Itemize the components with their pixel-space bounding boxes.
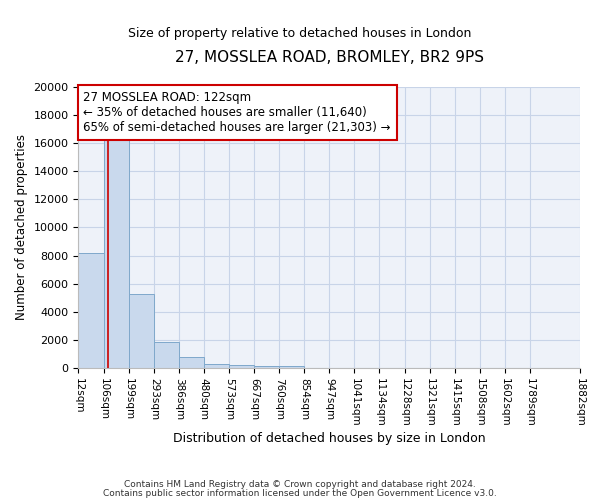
Bar (128, 294, 154, 368)
Text: Contains HM Land Registry data © Crown copyright and database right 2024.: Contains HM Land Registry data © Crown c… (124, 480, 476, 489)
Title: 27, MOSSLEA ROAD, BROMLEY, BR2 9PS: 27, MOSSLEA ROAD, BROMLEY, BR2 9PS (175, 50, 484, 65)
Bar (204, 364, 229, 368)
Bar (154, 342, 179, 368)
Bar (179, 358, 204, 368)
Bar (279, 366, 304, 368)
Text: 27 MOSSLEA ROAD: 122sqm
← 35% of detached houses are smaller (11,640)
65% of sem: 27 MOSSLEA ROAD: 122sqm ← 35% of detache… (83, 91, 391, 134)
Bar (254, 366, 279, 368)
Bar (229, 365, 254, 368)
Y-axis label: Number of detached properties: Number of detached properties (15, 134, 28, 320)
Bar (104, 135, 128, 368)
X-axis label: Distribution of detached houses by size in London: Distribution of detached houses by size … (173, 432, 485, 445)
Text: Contains public sector information licensed under the Open Government Licence v3: Contains public sector information licen… (103, 488, 497, 498)
Bar (79, 253, 104, 368)
Text: Size of property relative to detached houses in London: Size of property relative to detached ho… (128, 28, 472, 40)
